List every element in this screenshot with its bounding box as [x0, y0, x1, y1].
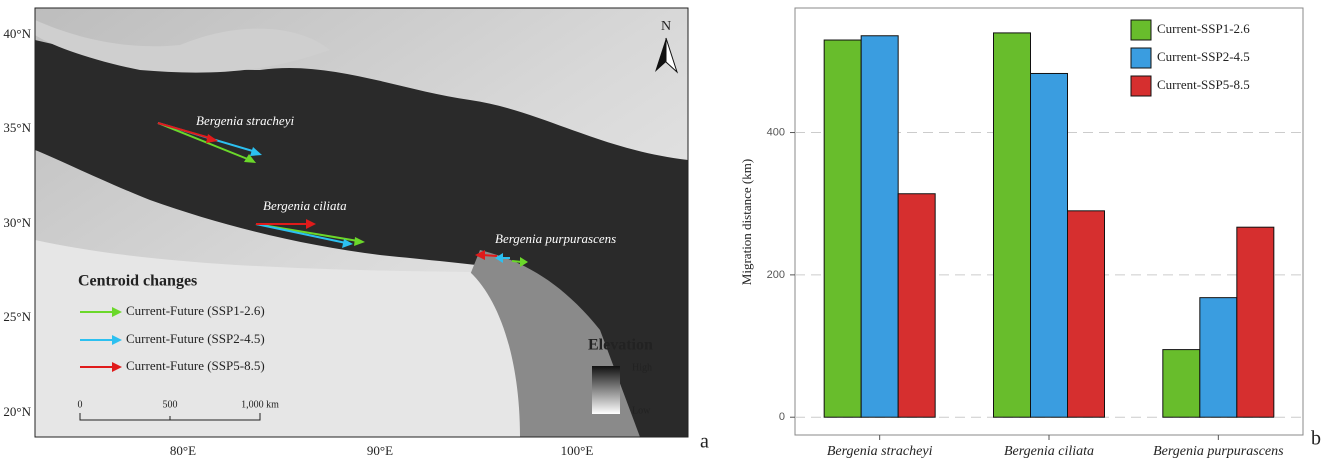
panel-label: a — [700, 431, 709, 453]
map: Bergenia stracheyi Bergenia ciliata Berg… — [3, 8, 709, 458]
bar — [1068, 211, 1105, 417]
lat-label: 30°N — [3, 215, 31, 230]
legend-label: Current-Future (SSP1-2.6) — [126, 303, 265, 318]
elevation-low: Low — [632, 405, 651, 416]
lat-label: 40°N — [3, 26, 31, 41]
bar — [898, 194, 935, 417]
species-label: Bergenia ciliata — [263, 198, 347, 213]
species-label: Bergenia purpurascens — [495, 231, 616, 246]
legend-label: Current-SSP1-2.6 — [1157, 21, 1250, 36]
elevation-title: Elevation — [588, 337, 653, 354]
lat-label: 35°N — [3, 120, 31, 135]
x-tick-label: Bergenia purpurascens — [1153, 444, 1284, 459]
elevation-bar — [592, 366, 620, 414]
y-tick-label: 0 — [779, 411, 785, 423]
legend-swatch — [1131, 48, 1151, 68]
lat-label: 25°N — [3, 309, 31, 324]
bar — [824, 40, 861, 417]
lon-label: 90°E — [367, 443, 393, 458]
lat-label: 20°N — [3, 404, 31, 419]
legend-label: Current-Future (SSP5-8.5) — [126, 358, 265, 373]
legend-label: Current-Future (SSP2-4.5) — [126, 331, 265, 346]
legend-swatch — [1131, 20, 1151, 40]
bar — [1163, 350, 1200, 418]
y-tick-label: 200 — [767, 269, 785, 281]
bar — [1031, 73, 1068, 417]
bar — [1237, 227, 1274, 417]
y-axis-label: Migration distance (km) — [739, 159, 754, 285]
y-tick-label: 400 — [767, 126, 785, 138]
figure: Bergenia stracheyi Bergenia ciliata Berg… — [0, 0, 1321, 463]
lon-label: 100°E — [561, 443, 594, 458]
legend-title: Centroid changes — [78, 273, 197, 290]
scale-label: 1,000 km — [241, 399, 279, 410]
lon-label: 80°E — [170, 443, 196, 458]
legend-label: Current-SSP2-4.5 — [1157, 49, 1250, 64]
scale-label: 500 — [163, 399, 178, 410]
bar — [861, 36, 898, 417]
elevation-high: High — [632, 362, 652, 373]
x-tick-label: Bergenia stracheyi — [827, 444, 933, 459]
scale-label: 0 — [78, 399, 83, 410]
bar — [994, 33, 1031, 417]
panel-label: b — [1311, 428, 1321, 450]
species-label: Bergenia stracheyi — [196, 113, 294, 128]
bar — [1200, 298, 1237, 418]
x-tick-label: Bergenia ciliata — [1004, 444, 1094, 459]
north-label: N — [661, 19, 671, 34]
legend-swatch — [1131, 76, 1151, 96]
legend-label: Current-SSP5-8.5 — [1157, 77, 1250, 92]
